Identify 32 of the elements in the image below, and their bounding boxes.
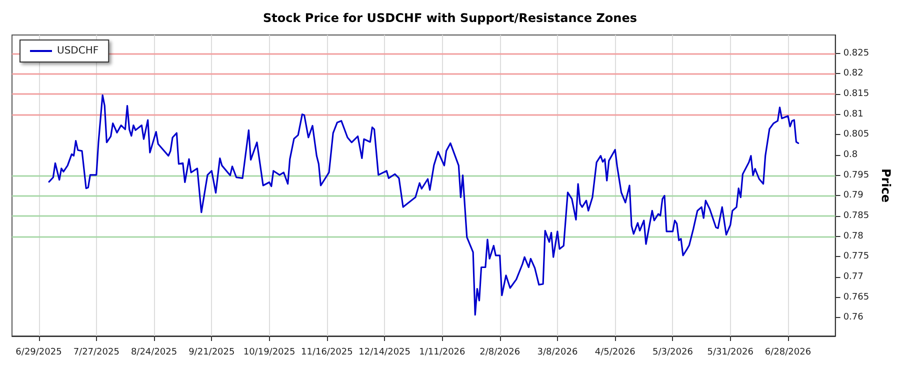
x-tick-label: 6/29/2025 [16, 348, 62, 358]
line-series [48, 94, 800, 316]
x-tick-label: 5/31/2026 [707, 348, 754, 358]
x-tick-label: 4/5/2026 [594, 348, 636, 358]
x-tick-label: 9/21/2025 [188, 348, 235, 358]
y-tick-label: 0.815 [843, 88, 870, 99]
x-tick-label: 7/27/2025 [73, 348, 120, 358]
x-tick-label: 11/16/2025 [300, 348, 353, 358]
y-tick-label: 0.805 [843, 130, 870, 140]
y-tick-label: 0.78 [843, 231, 864, 242]
chart-title: Stock Price for USDCHF with Support/Resistance Zones [263, 11, 637, 25]
y-tick-label: 0.785 [843, 211, 870, 222]
y-tick-label: 0.76 [843, 312, 864, 323]
y-tick-label: 0.795 [843, 170, 870, 180]
x-tick-label: 2/8/2026 [480, 348, 520, 358]
x-tick-label: 10/19/2025 [243, 348, 296, 358]
x-tick-label: 12/14/2025 [358, 348, 410, 358]
y-tick-label: 0.765 [843, 292, 870, 302]
y-tick-label: 0.81 [843, 109, 864, 120]
x-tick-label: 1/11/2026 [419, 348, 466, 358]
x-tick-label: 5/3/2026 [652, 348, 694, 358]
x-tick-label: 8/24/2025 [130, 348, 178, 358]
y-axis-title: Price [879, 168, 893, 203]
x-tick-label: 3/8/2026 [537, 348, 578, 358]
y-tick-label: 0.8 [843, 150, 858, 160]
x-tick-label: 6/28/2026 [764, 348, 812, 358]
y-tick-label: 0.775 [843, 252, 870, 262]
y-tick-label: 0.77 [843, 272, 864, 282]
y-tick-label: 0.79 [843, 190, 864, 201]
legend-label: USDCHF [57, 46, 99, 56]
y-tick-label: 0.82 [843, 68, 864, 79]
y-tick-label: 0.825 [843, 48, 870, 58]
